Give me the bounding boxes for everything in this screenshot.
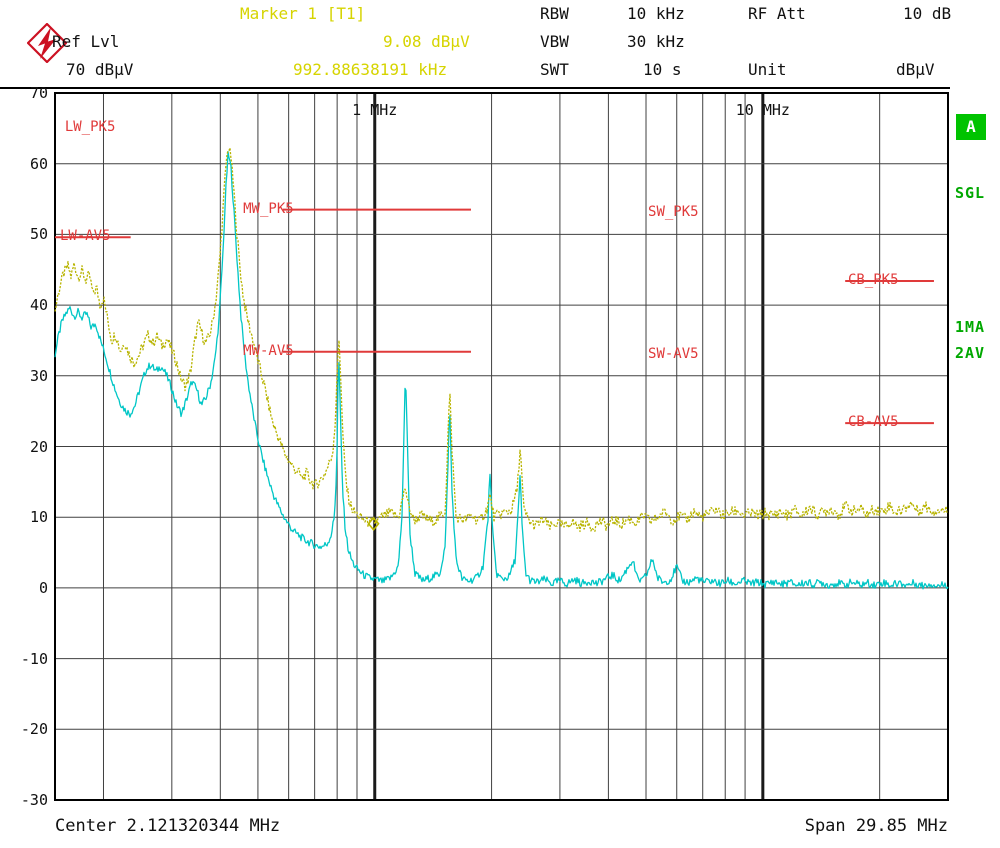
swt-value: 10 s (643, 60, 682, 79)
trace1-mode-indicator: 1MA (955, 318, 986, 336)
limit-label-LW_PK5: LW_PK5 (64, 119, 116, 136)
marker-frequency: 992.88638191 kHz (293, 60, 448, 79)
vbw-label: VBW (540, 32, 569, 51)
x-axis-label-1mhz: 1 MHz (352, 101, 398, 119)
unit-value: dBµV (896, 60, 935, 79)
limit-label-CB-AV5: CB-AV5 (847, 414, 899, 431)
limit-label-SW_PK5: SW_PK5 (648, 204, 699, 221)
diamond-lightning-icon (26, 22, 68, 64)
y-axis-tick-0: 0 (38, 578, 48, 597)
rf-att-value: 10 dB (903, 4, 952, 23)
y-axis-tick-40: 40 (29, 296, 48, 315)
rf-att-label: RF Att (748, 4, 806, 23)
limit-label-MW-AV5: MW-AV5 (243, 342, 294, 359)
limit-label-CB_PK5: CB_PK5 (847, 272, 899, 289)
plot-frame (54, 92, 949, 801)
vbw-value: 30 kHz (627, 32, 685, 51)
rs-interference-logo (8, 4, 68, 64)
trace1-max-peak-line (54, 147, 949, 533)
marker-level: 9.08 dBµV (383, 32, 470, 51)
limit-label-MW_PK5: MW_PK5 (243, 200, 294, 217)
ref-lvl-label: Ref Lvl (52, 32, 120, 51)
swt-label: SWT (540, 60, 569, 79)
marker-title: Marker 1 [T1] (240, 4, 366, 23)
y-axis-tick-60: 60 (29, 154, 48, 173)
ref-lvl-value: 70 dBµV (66, 60, 134, 79)
y-axis-tick--30: -30 (20, 791, 48, 809)
unit-label: Unit (748, 60, 787, 79)
header-separator (0, 87, 950, 89)
span-readout: Span 29.85 MHz (804, 816, 948, 836)
trace2-mode-indicator: 2AV (955, 344, 986, 362)
limit-label-LW-AV5: LW-AV5 (59, 228, 111, 245)
y-axis-tick-20: 20 (29, 437, 48, 456)
x-axis-label-10mhz: 10 MHz (735, 101, 790, 119)
y-axis-tick-10: 10 (29, 508, 48, 527)
marker-1-symbol (367, 516, 380, 531)
y-axis-tick--10: -10 (20, 649, 48, 668)
rbw-value: 10 kHz (627, 4, 685, 23)
limit-label-SW-AV5: SW-AV5 (648, 346, 699, 363)
single-sweep-indicator: SGL (955, 184, 986, 202)
center-frequency-readout: Center 2.121320344 MHz (55, 816, 281, 836)
y-axis-tick-50: 50 (29, 225, 48, 244)
screen-a-badge: A (956, 114, 986, 140)
y-axis-tick--20: -20 (20, 720, 48, 739)
trace2-average-line (54, 150, 949, 590)
y-axis-tick-70: 70 (29, 84, 48, 102)
y-axis-tick-30: 30 (29, 366, 48, 385)
rbw-label: RBW (540, 4, 569, 23)
